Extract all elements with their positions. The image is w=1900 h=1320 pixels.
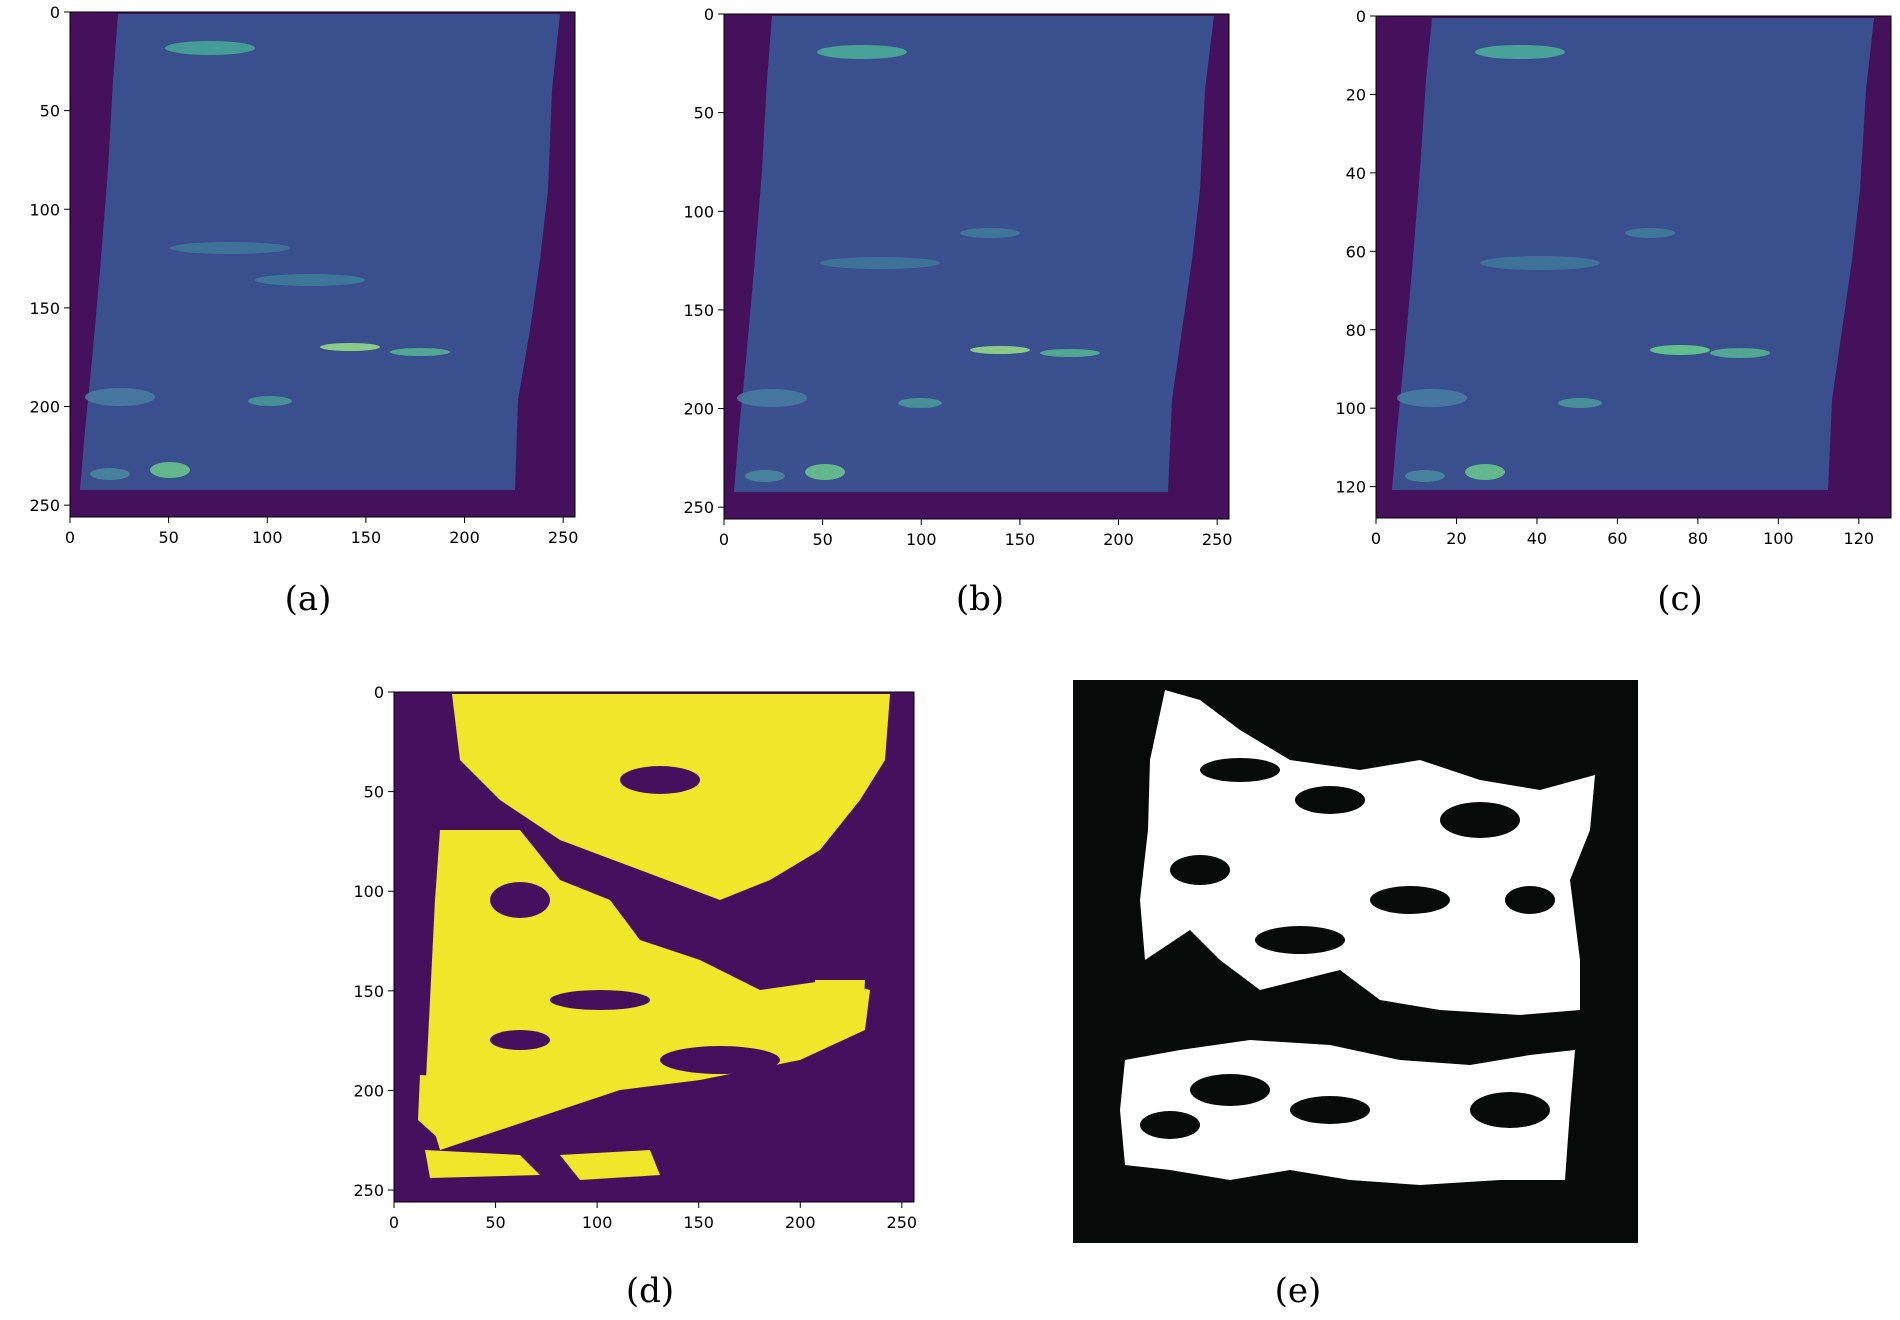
- panel-c-y-tick-label: 0: [1356, 7, 1366, 26]
- panel-e-caption: (e): [1275, 1271, 1322, 1311]
- panel-a-y-tick-label: 150: [29, 299, 60, 318]
- panel-a-rock-image: [80, 14, 560, 490]
- panel-c-y-tick-label: 100: [1335, 399, 1366, 418]
- panel-d-y-ticks: 0 50 100 150 200 250: [353, 683, 394, 1200]
- panel-c-x-tick-label: 60: [1607, 529, 1627, 548]
- panel-b-y-ticks: 0 50 100 150 200 250: [683, 5, 724, 517]
- panel-c-x-tick-label: 100: [1763, 529, 1794, 548]
- panel-b: 0 50 100 150 200 250 0 50 100 150 200 250 (b): [683, 5, 1232, 619]
- panel-d-x-tick-label: 0: [389, 1213, 399, 1232]
- panel-b-rock-image: [734, 16, 1214, 492]
- panel-c-y-tick-label: 20: [1346, 85, 1366, 104]
- panel-b-x-tick-label: 150: [1005, 530, 1036, 549]
- panel-b-x-tick-label: 100: [906, 530, 937, 549]
- panel-a-x-tick-label: 150: [351, 528, 382, 547]
- panel-b-y-tick-label: 200: [683, 400, 714, 419]
- panel-b-y-tick-label: 100: [683, 202, 714, 221]
- panel-a-bright-streaks: [85, 41, 450, 480]
- panel-c-y-tick-label: 120: [1335, 478, 1366, 497]
- panel-d-y-tick-label: 150: [353, 982, 384, 1001]
- panel-a-x-tick-label: 200: [449, 528, 480, 547]
- panel-c: 0 20 40 60 80 100 120 0 20 40 60 80 100 120 (c): [1335, 7, 1892, 619]
- panel-a-y-ticks: 0 50 100 150 200 250: [29, 3, 70, 515]
- panel-b-bright-streaks: [737, 45, 1100, 482]
- panel-d-y-tick-label: 50: [364, 783, 384, 802]
- panel-b-y-tick-label: 150: [683, 301, 714, 320]
- panel-b-x-tick-label: 50: [812, 530, 832, 549]
- panel-d-x-tick-label: 50: [485, 1213, 505, 1232]
- panel-c-y-tick-label: 60: [1346, 242, 1366, 261]
- panel-d-mask-holes: [490, 766, 850, 1120]
- panel-d-y-tick-label: 0: [374, 683, 384, 702]
- panel-a-x-tick-label: 0: [65, 528, 75, 547]
- panel-d-x-tick-label: 100: [582, 1213, 613, 1232]
- panel-d-y-tick-label: 250: [353, 1181, 384, 1200]
- panel-c-x-tick-label: 120: [1844, 529, 1875, 548]
- panel-a-x-tick-label: 50: [158, 528, 178, 547]
- panel-c-x-tick-label: 20: [1446, 529, 1466, 548]
- panel-c-y-tick-label: 80: [1346, 321, 1366, 340]
- panel-b-y-tick-label: 0: [704, 5, 714, 24]
- panel-d-x-tick-label: 250: [887, 1213, 918, 1232]
- panel-e-mask-holes: [1140, 758, 1555, 1139]
- panel-c-caption: (c): [1657, 579, 1703, 619]
- panel-b-caption: (b): [956, 579, 1004, 619]
- panel-b-x-ticks: 0 50 100 150 200 250: [719, 519, 1233, 549]
- panel-d-caption: (d): [626, 1271, 674, 1311]
- panel-c-y-tick-label: 40: [1346, 164, 1366, 183]
- panel-d-x-ticks: 0 50 100 150 200 250: [389, 1202, 917, 1232]
- panel-e: (e): [1073, 680, 1638, 1311]
- panel-c-x-ticks: 0 20 40 60 80 100 120: [1371, 518, 1874, 548]
- panel-a-caption: (a): [285, 579, 332, 619]
- panel-a-y-tick-label: 250: [29, 496, 60, 515]
- panel-a-y-tick-label: 200: [29, 398, 60, 417]
- panel-a-x-tick-label: 250: [548, 528, 579, 547]
- panel-b-y-tick-label: 50: [694, 104, 714, 123]
- panel-d-y-tick-label: 100: [353, 882, 384, 901]
- panel-c-rock-image: [1392, 18, 1874, 490]
- panel-c-x-tick-label: 0: [1371, 529, 1381, 548]
- panel-a-x-tick-label: 100: [252, 528, 283, 547]
- panel-d: 0 50 100 150 200 250 0 50 100 150 200 250 (d): [353, 683, 917, 1311]
- panel-a-x-ticks: 0 50 100 150 200 250: [65, 517, 579, 547]
- panel-d-x-tick-label: 200: [785, 1213, 816, 1232]
- panel-b-y-tick-label: 250: [683, 498, 714, 517]
- panel-b-x-tick-label: 200: [1103, 530, 1134, 549]
- panel-c-x-tick-label: 80: [1688, 529, 1708, 548]
- panel-c-bright-streaks: [1397, 45, 1770, 482]
- panel-a: 0 50 100 150 200 250 0 50 100 150 200 250 (a): [29, 3, 578, 619]
- panel-d-x-tick-label: 150: [683, 1213, 714, 1232]
- panel-c-x-tick-label: 40: [1527, 529, 1547, 548]
- panel-b-x-tick-label: 250: [1202, 530, 1233, 549]
- panel-a-y-tick-label: 0: [50, 3, 60, 22]
- panel-b-x-tick-label: 0: [719, 530, 729, 549]
- panel-a-y-tick-label: 50: [40, 102, 60, 121]
- panel-c-y-ticks: 0 20 40 60 80 100 120: [1335, 7, 1376, 497]
- panel-d-y-tick-label: 200: [353, 1081, 384, 1100]
- panel-a-y-tick-label: 100: [29, 200, 60, 219]
